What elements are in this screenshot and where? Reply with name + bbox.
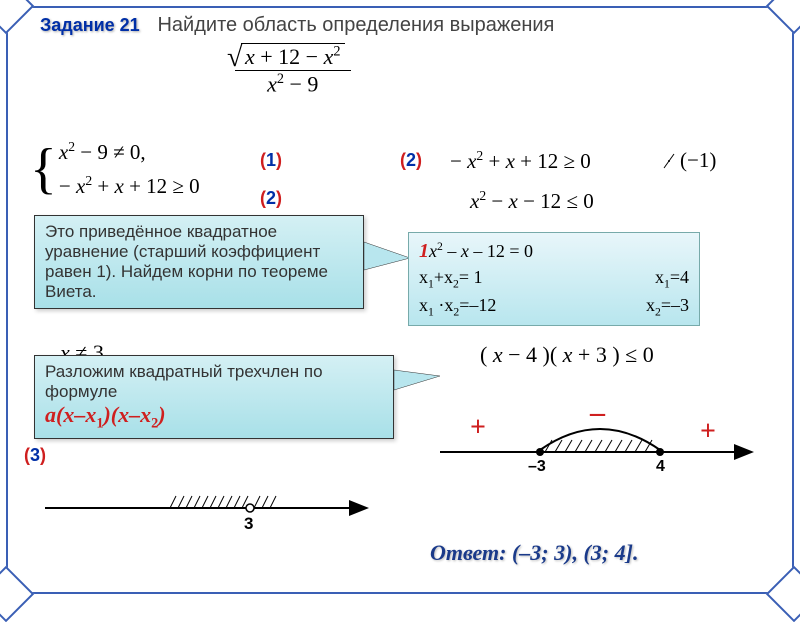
pt-neg3: –3 [528,458,546,476]
plus-left: + [470,412,486,444]
callout-pointer-1 [364,240,414,280]
pt-4: 4 [656,458,665,476]
task-text: Найдите область определения выражения [157,14,554,36]
answer: Ответ: (–3; 3), (3; 4]. [430,540,638,566]
main-expression: √ x + 12 − x2 x2 − 9 [235,44,351,98]
marker-3: (3) [24,445,46,466]
mult-neg1: (−1) [680,148,716,173]
marker-2: (2) [400,150,422,171]
ineq1: − x2 + x + 12 ≥ 0 [450,148,591,174]
bottom-numberline [40,480,380,530]
minus-mid: – [590,396,605,430]
sys-line2: − x2 + x + 12 ≥ 0 [59,170,200,204]
marker-1: (1) [260,150,282,171]
callout-factor: Разложим квадратный трехчлен по формуле … [34,355,394,439]
ineq2: x2 − x − 12 ≤ 0 [470,188,594,214]
marker-2b: (2) [260,188,282,209]
callout-vieta: Это приведённое квадратное уравнение (ст… [34,215,364,309]
pt-3: 3 [244,514,253,534]
task-label: Задание 21 [40,15,140,35]
plus-right: + [700,416,716,448]
sys-line1: x2 − 9 ≠ 0, [59,136,200,170]
system: { x2 − 9 ≠ 0, − x2 + x + 12 ≥ 0 [30,136,200,203]
slash-icon [660,152,680,172]
vieta-box: 1x2 – x – 12 = 0 x1+x2= 1 x1=4 x1 ·x2=–1… [408,232,700,326]
factored: ( x − 4 )( x + 3 ) ≤ 0 [480,342,654,368]
